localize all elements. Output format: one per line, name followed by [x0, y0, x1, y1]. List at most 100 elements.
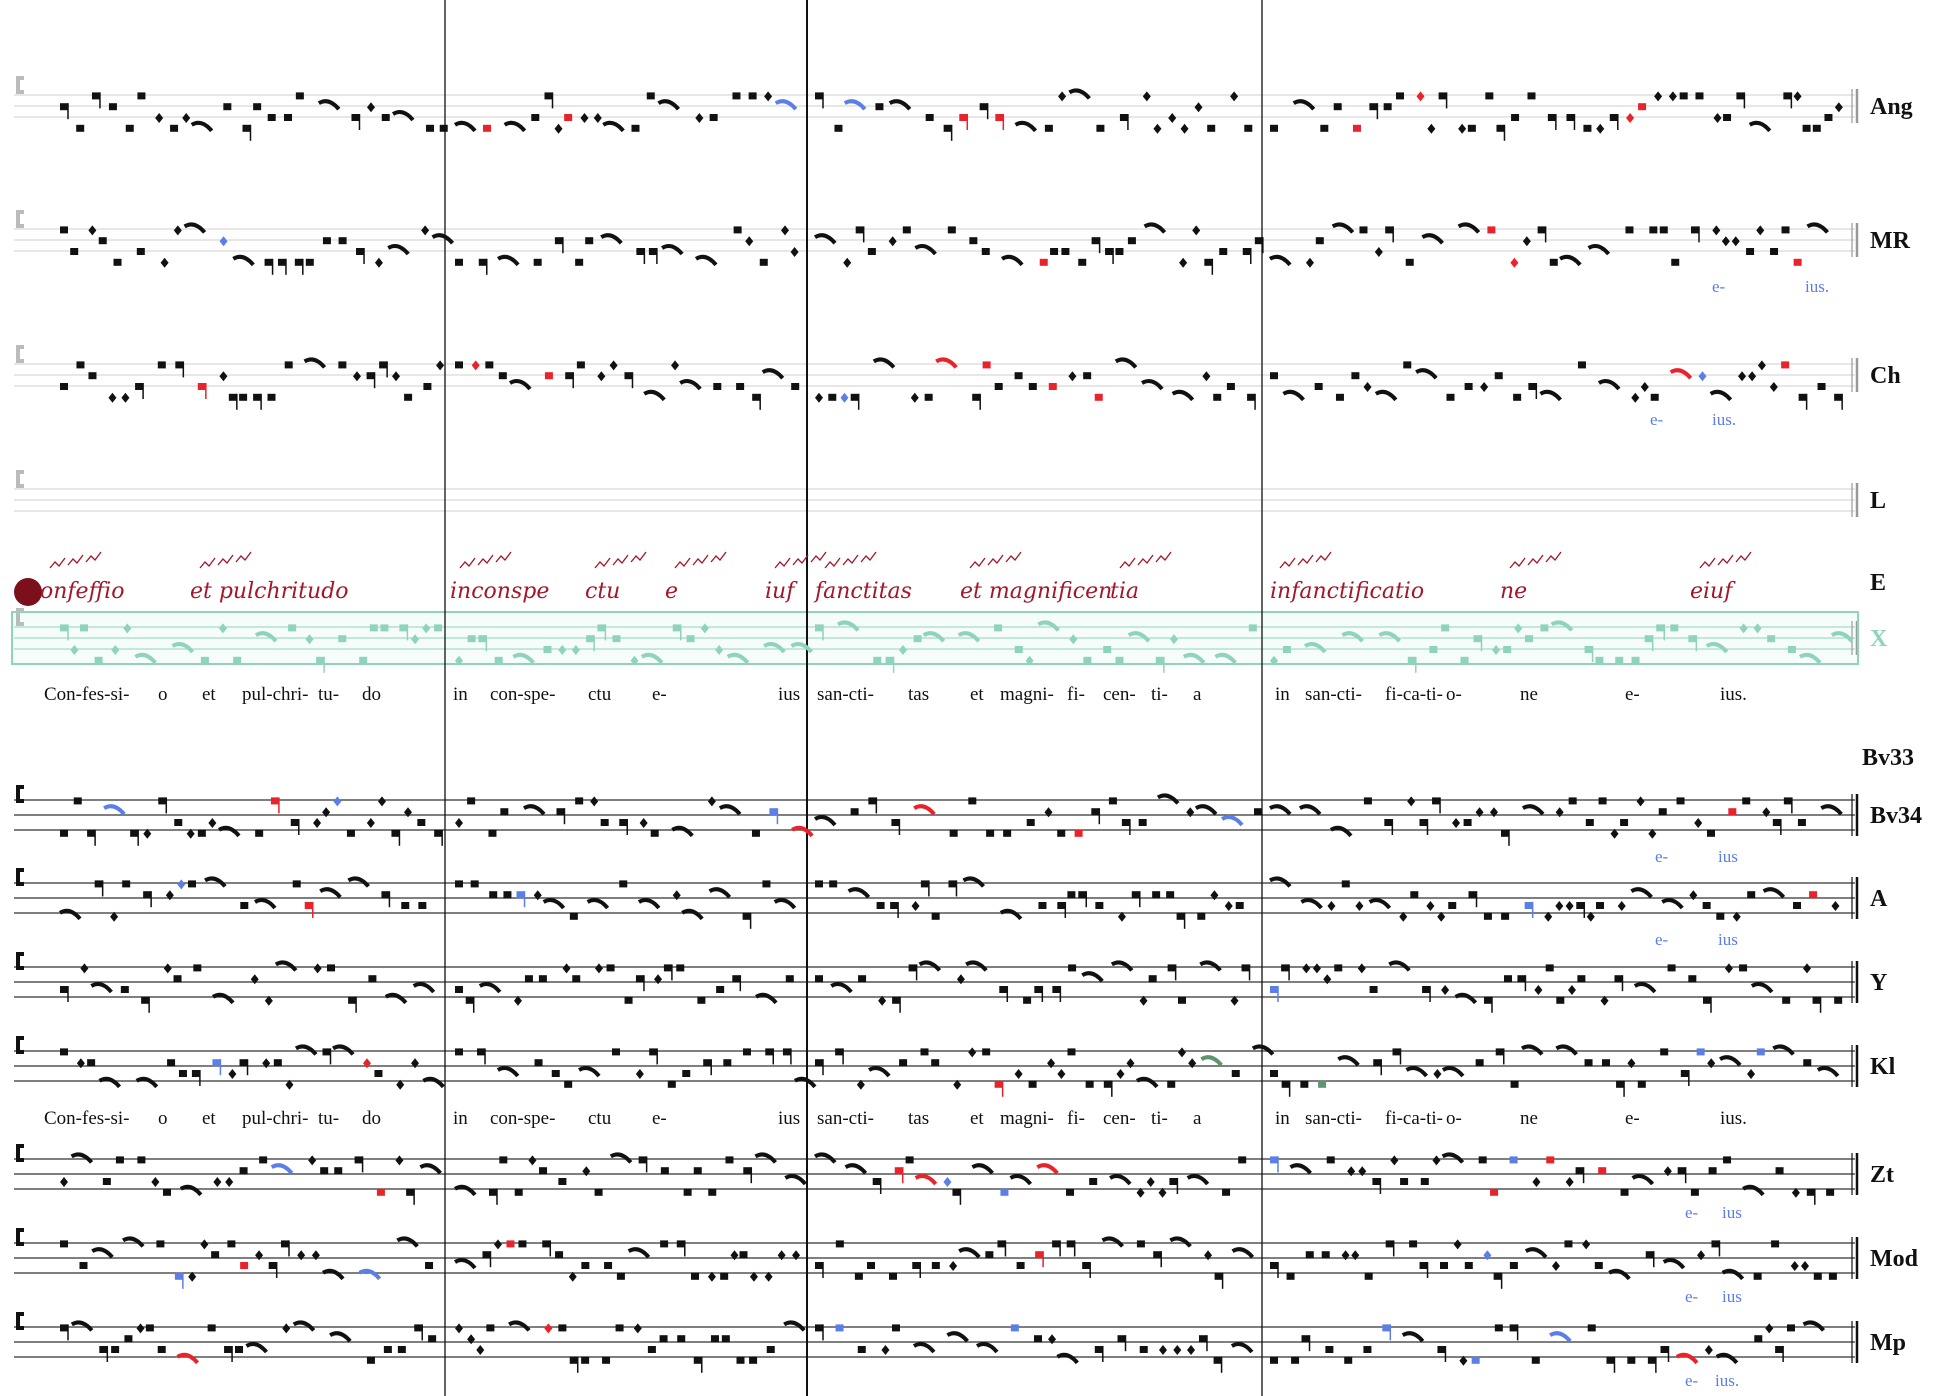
- neume-punctum: [368, 975, 377, 983]
- neume-punctum: [693, 1356, 702, 1364]
- manuscript-neume: [692, 554, 709, 566]
- neume-punctum: [1473, 635, 1482, 643]
- neume-clivis: [90, 982, 113, 994]
- neume-clivis: [1457, 222, 1481, 234]
- neume-punctum: [892, 996, 901, 1004]
- neume-punctum: [1797, 819, 1806, 826]
- neume-punctum: [1620, 1188, 1629, 1196]
- neume-punctum: [1214, 1272, 1223, 1280]
- clef-icon: [16, 1228, 24, 1246]
- neume-punctum: [1152, 891, 1161, 899]
- neume-clivis: [754, 1152, 777, 1164]
- manuscript-word: onfeffio: [40, 579, 124, 604]
- lyric-syllable: san-cti-: [817, 1108, 874, 1129]
- neume-punctum: [239, 1167, 248, 1175]
- neume-punctum: [1767, 635, 1776, 643]
- neume-clivis: [918, 960, 942, 972]
- neume-punctum: [697, 996, 706, 1004]
- neume-punctum: [1270, 1070, 1278, 1077]
- neume-punctum: [858, 975, 867, 983]
- neume-rhombus: [597, 371, 606, 382]
- clef-icon: [16, 470, 24, 488]
- neume-rhombus: [715, 645, 724, 655]
- neume-punctum: [885, 656, 894, 664]
- siglum-mr: MR: [1870, 228, 1911, 254]
- neume-punctum: [428, 1335, 437, 1343]
- neume-punctum: [649, 1048, 658, 1056]
- neume-punctum: [1467, 124, 1476, 132]
- neume-clivis: [1555, 1044, 1578, 1056]
- neume-rhombus: [188, 1271, 197, 1282]
- clef-icon: [16, 76, 24, 94]
- neume-punctum: [1198, 1335, 1207, 1343]
- neume-punctum: [356, 248, 365, 255]
- neume-punctum: [1074, 829, 1083, 837]
- neume-punctum: [223, 103, 232, 111]
- neume-clivis: [1721, 1268, 1745, 1281]
- neume-punctum: [1783, 797, 1792, 805]
- neume-clivis: [830, 982, 853, 994]
- neume-punctum: [488, 829, 497, 837]
- neume-punctum: [379, 361, 388, 369]
- neume-clivis: [755, 992, 778, 1005]
- neume-punctum: [721, 1335, 730, 1343]
- neume-clivis: [1597, 379, 1621, 391]
- neume-punctum: [1000, 1188, 1009, 1196]
- neume-clivis: [913, 804, 936, 816]
- variant-lyric: ius: [1722, 1287, 1742, 1306]
- neume-rhombus: [1738, 371, 1747, 382]
- neume-punctum: [1504, 975, 1513, 983]
- neume-rhombus: [1427, 123, 1436, 134]
- neume-rhombus: [1756, 225, 1765, 236]
- neume-rhombus: [1712, 225, 1721, 236]
- neume-punctum: [683, 1188, 692, 1196]
- neume-notes: [58, 88, 1854, 1373]
- neume-punctum: [1325, 1346, 1334, 1353]
- neume-rhombus: [1731, 236, 1740, 247]
- neume-punctum: [1834, 393, 1843, 401]
- neume-punctum: [1242, 248, 1251, 255]
- neume-clivis: [1820, 804, 1843, 816]
- neume-punctum: [120, 986, 129, 993]
- neume-punctum: [908, 964, 917, 972]
- neume-clivis: [176, 1352, 200, 1365]
- neume-punctum: [1066, 1188, 1075, 1196]
- neume-punctum: [959, 114, 968, 121]
- neume-punctum: [982, 1048, 991, 1056]
- neume-clivis: [292, 1320, 316, 1332]
- neume-punctum: [1464, 383, 1473, 390]
- neume-punctum: [1281, 1080, 1290, 1088]
- neume-punctum: [1803, 1059, 1812, 1067]
- neume-punctum: [1281, 964, 1290, 972]
- neume-clivis: [813, 1152, 837, 1164]
- neume-punctum: [1577, 975, 1586, 983]
- neume-clivis: [935, 357, 958, 369]
- lyric-syllable: cen-: [1103, 684, 1136, 705]
- neume-clivis: [453, 1258, 477, 1270]
- neume-punctum: [115, 1156, 124, 1164]
- neume-punctum: [1067, 1048, 1076, 1056]
- neume-punctum: [212, 1059, 221, 1067]
- neume-rhombus: [1732, 911, 1741, 922]
- neume-clivis: [1539, 389, 1562, 402]
- lyric-syllable: fi-: [1067, 1108, 1085, 1129]
- neume-punctum: [554, 237, 563, 245]
- neume-punctum: [486, 1324, 495, 1332]
- neume-rhombus: [352, 371, 361, 382]
- neume-rhombus: [1327, 901, 1336, 911]
- neume-punctum: [543, 646, 552, 653]
- siglum-y: Y: [1870, 970, 1887, 996]
- neume-punctum: [891, 819, 900, 826]
- neume-punctum: [500, 808, 509, 816]
- neume-punctum: [834, 124, 843, 132]
- neume-punctum: [1247, 393, 1256, 401]
- neume-rhombus: [654, 974, 663, 985]
- neume-punctum: [994, 383, 1003, 390]
- neume-punctum: [1089, 1178, 1098, 1185]
- neume-punctum: [76, 361, 85, 369]
- neume-clivis: [329, 1331, 352, 1343]
- neume-rhombus: [1596, 123, 1605, 134]
- variant-lyric: ius: [1718, 930, 1738, 949]
- neume-clivis: [1200, 1055, 1223, 1067]
- neume-punctum: [1439, 1262, 1448, 1269]
